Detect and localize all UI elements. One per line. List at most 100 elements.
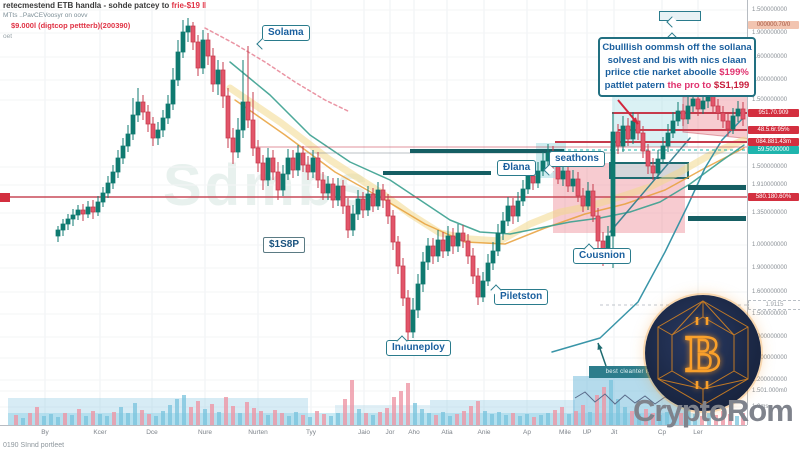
candle-body <box>610 131 616 237</box>
candle-body <box>710 95 716 107</box>
candle-body <box>320 179 326 194</box>
chart-note: oet <box>3 33 13 40</box>
volume-bar <box>147 414 151 425</box>
time-tick-label: Anie <box>477 429 491 436</box>
candle-body <box>580 195 586 207</box>
volume-bar <box>518 416 522 425</box>
candle-body <box>475 275 481 298</box>
volume-bar <box>399 391 403 425</box>
candle-body <box>170 79 176 105</box>
callout-inliuneploy[interactable]: Inliuneploy <box>386 340 451 356</box>
time-tick-label: Kcer <box>93 429 107 436</box>
candle-body <box>435 239 441 257</box>
volume-bar <box>644 409 648 425</box>
candle-body <box>695 98 701 110</box>
candle-body <box>390 215 396 243</box>
volume-bar <box>21 418 25 425</box>
callout-solana[interactable]: Solama <box>262 25 310 41</box>
callout-cousnion[interactable]: Cousnion <box>573 248 632 264</box>
volume-bar <box>49 414 53 425</box>
volume-bar <box>490 414 494 425</box>
price-tag-teal: 59.5000000 <box>748 146 799 154</box>
candle-body <box>140 101 146 113</box>
volume-bar <box>714 415 718 425</box>
key-level-segment <box>410 149 564 153</box>
wedge-support <box>609 137 691 233</box>
candle-body <box>585 190 591 207</box>
volume-bar <box>637 414 641 425</box>
callout-dlana[interactable]: Ðlana <box>497 160 537 176</box>
volume-bar <box>595 395 599 425</box>
candle-body <box>480 280 486 298</box>
candle-body <box>400 265 406 299</box>
time-tick-label: UP <box>582 429 592 436</box>
price-target-box[interactable] <box>659 11 701 21</box>
volume-bar <box>70 415 74 425</box>
volume-bar <box>651 413 655 425</box>
bullish-line-4: pattlet patern the pro to $S1,199 <box>604 79 750 91</box>
candle-body <box>425 245 431 263</box>
candle-body <box>530 175 536 184</box>
candle-body <box>315 157 321 181</box>
volume-bar <box>623 407 627 425</box>
volume-bar <box>259 411 263 425</box>
candle-body <box>70 214 76 220</box>
volume-bar <box>315 411 319 425</box>
bullish-line-2: solvest and bis with nics claan <box>607 54 747 66</box>
candle-body <box>305 164 311 173</box>
key-level-segment <box>383 171 491 175</box>
dotted-pink <box>204 27 351 113</box>
key-level-segment <box>688 216 746 221</box>
candle-body <box>590 190 596 217</box>
candle-body <box>555 165 561 180</box>
candle-body <box>640 132 646 152</box>
price-tick-label: 1.200000000 <box>752 377 788 383</box>
price-tag-red: 580.180.60% <box>748 193 799 201</box>
candle-body <box>560 170 566 180</box>
candle-body <box>615 131 621 147</box>
bullish-line-1: Cbulllish oommsh off the sollana <box>602 42 752 53</box>
candle-body <box>350 213 356 231</box>
volume-bar <box>504 415 508 425</box>
candle-body <box>620 125 626 147</box>
brand-wordmark: CryptoRom <box>633 393 794 428</box>
candle-body <box>155 129 161 139</box>
volume-bar <box>455 414 459 425</box>
callout-bullish-note[interactable]: Cbulllish oommsh off the sollana solvest… <box>598 37 756 97</box>
callout-pietston[interactable]: Piletston <box>494 289 549 305</box>
volume-block <box>430 400 575 425</box>
time-tick-label: Atia <box>441 429 453 436</box>
callout-s188p[interactable]: $1S8P <box>263 237 306 253</box>
volume-bar <box>707 413 711 425</box>
volume-bar <box>161 411 165 425</box>
candle-body <box>230 137 236 153</box>
volume-bar <box>546 413 550 425</box>
volume-bar <box>532 417 536 425</box>
volume-bar <box>672 416 676 425</box>
candle-body <box>655 158 661 174</box>
volume-bar <box>539 415 543 425</box>
candle-body <box>130 114 136 135</box>
volume-bar <box>441 412 445 425</box>
price-tick-label: 1.900000000 <box>752 265 788 271</box>
candle-body <box>55 229 61 237</box>
candle-body <box>145 111 151 125</box>
candle-body <box>185 25 191 33</box>
time-axis[interactable]: By Kcer Dce Nure Nurten Tyy Jaio Jor Aho Atia Anie… <box>0 425 747 441</box>
volume-bar <box>525 414 529 425</box>
candle-body <box>535 170 541 184</box>
candle-body <box>630 120 636 140</box>
callout-seathons[interactable]: seathons <box>549 151 605 167</box>
candle-body <box>625 125 631 140</box>
volume-bar <box>77 409 81 425</box>
candle-body <box>330 183 336 201</box>
volume-bar <box>476 401 480 425</box>
volume-bar <box>308 417 312 425</box>
volume-bar <box>420 409 424 425</box>
candle-body <box>375 189 381 207</box>
candle-body <box>235 129 241 153</box>
candle-body <box>75 209 81 216</box>
volume-bar <box>210 404 214 425</box>
candle-body <box>195 41 201 69</box>
volume-bar <box>224 397 228 425</box>
